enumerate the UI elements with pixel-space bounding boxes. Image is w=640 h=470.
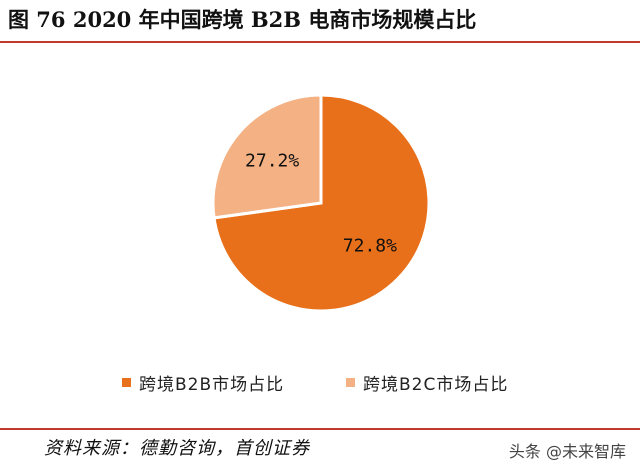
legend-label-b2b: 跨境B2B市场占比 (139, 374, 285, 395)
legend-swatch-b2b (122, 377, 131, 387)
legend-label-b2c: 跨境B2C市场占比 (363, 374, 509, 395)
pie-slice-b2c (211, 93, 323, 220)
pie-label-b2c: 27.2% (245, 150, 299, 171)
legend: 跨境B2B市场占比 跨境B2C市场占比 (0, 368, 640, 396)
legend-swatch-b2c (346, 377, 355, 387)
legend-item-b2c: 跨境B2C市场占比 (346, 368, 508, 396)
legend-item-b2b: 跨境B2B市场占比 (122, 368, 284, 396)
source-note: 资料来源：德勤咨询，首创证券 (44, 438, 310, 459)
watermark: 头条 @未来智库 (508, 442, 626, 461)
title-divider (0, 41, 640, 43)
pie-label-b2b: 72.8% (343, 236, 397, 257)
chart-title: 图 76 2020 年中国跨境 B2B 电商市场规模占比 (8, 7, 477, 32)
footer-divider (0, 428, 640, 430)
